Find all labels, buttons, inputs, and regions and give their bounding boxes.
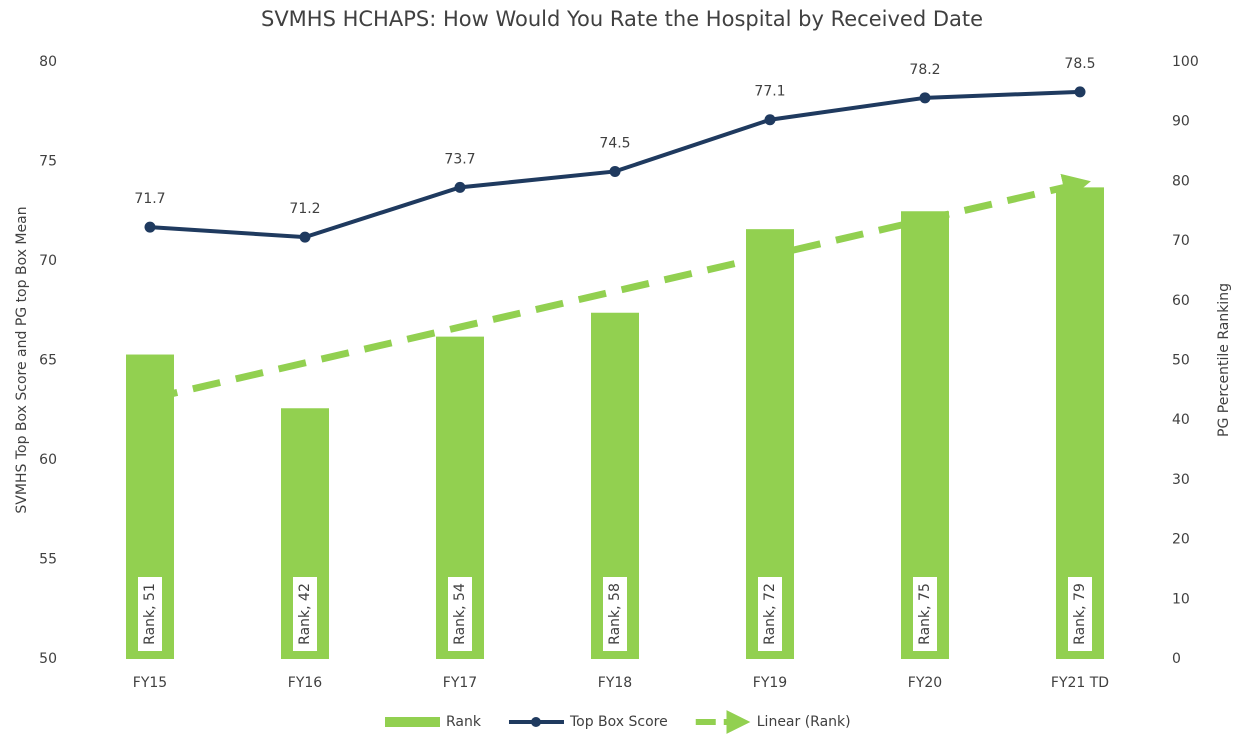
- line-point: [300, 232, 311, 243]
- data-label: 78.5: [1064, 56, 1095, 72]
- legend-label: Top Box Score: [569, 714, 668, 730]
- x-tick-label: FY21 TD: [1051, 675, 1109, 691]
- bar-label: Rank, 42: [297, 583, 313, 645]
- legend-label: Rank: [446, 714, 482, 730]
- data-label: 71.2: [289, 201, 320, 217]
- x-tick-label: FY15: [133, 675, 167, 691]
- y2-tick-label: 20: [1172, 532, 1190, 548]
- x-tick-label: FY19: [753, 675, 787, 691]
- y2-tick-label: 0: [1172, 651, 1181, 667]
- bar-label: Rank, 79: [1072, 583, 1088, 645]
- data-label: 71.7: [134, 191, 165, 207]
- bar-label: Rank, 51: [142, 583, 158, 645]
- bar-label: Rank, 58: [607, 583, 623, 645]
- x-tick-label: FY18: [598, 675, 632, 691]
- y2-tick-label: 10: [1172, 591, 1190, 607]
- y-tick-label: 55: [39, 552, 57, 568]
- bar-label: Rank, 72: [762, 583, 778, 645]
- x-tick-label: FY20: [908, 675, 942, 691]
- x-tick-label: FY16: [288, 675, 323, 691]
- bar-label: Rank, 75: [917, 583, 933, 645]
- y2-tick-label: 30: [1172, 472, 1190, 488]
- chart-title: SVMHS HCHAPS: How Would You Rate the Hos…: [261, 7, 983, 31]
- y-tick-label: 80: [39, 54, 57, 70]
- y2-tick-label: 70: [1172, 233, 1190, 249]
- legend-swatch: [531, 717, 541, 727]
- data-label: 77.1: [754, 84, 785, 100]
- y2-tick-label: 80: [1172, 173, 1190, 189]
- line-point: [1075, 86, 1086, 97]
- line-point: [455, 182, 466, 193]
- data-label: 78.2: [909, 62, 940, 78]
- y2-tick-label: 50: [1172, 353, 1190, 369]
- line-point: [920, 92, 931, 103]
- legend-swatch: [385, 717, 440, 727]
- bar-label: Rank, 54: [452, 583, 468, 645]
- data-label: 74.5: [599, 135, 630, 151]
- y-tick-label: 75: [39, 154, 57, 170]
- y-tick-label: 65: [39, 353, 57, 369]
- y-tick-label: 60: [39, 452, 57, 468]
- y2-axis-title: PG Percentile Ranking: [1216, 283, 1232, 437]
- legend-label: Linear (Rank): [757, 714, 851, 730]
- y2-tick-label: 90: [1172, 114, 1190, 130]
- y-axis-title: SVMHS Top Box Score and PG top Box Mean: [14, 206, 30, 513]
- y-tick-label: 70: [39, 253, 57, 269]
- x-tick-label: FY17: [443, 675, 477, 691]
- chart: SVMHS HCHAPS: How Would You Rate the Hos…: [0, 0, 1244, 740]
- line-point: [610, 166, 621, 177]
- data-label: 73.7: [444, 151, 475, 167]
- line-point: [145, 222, 156, 233]
- y2-tick-label: 100: [1172, 54, 1199, 70]
- y2-tick-label: 40: [1172, 412, 1190, 428]
- line-point: [765, 114, 776, 125]
- y-tick-label: 50: [39, 651, 57, 667]
- y2-tick-label: 60: [1172, 293, 1190, 309]
